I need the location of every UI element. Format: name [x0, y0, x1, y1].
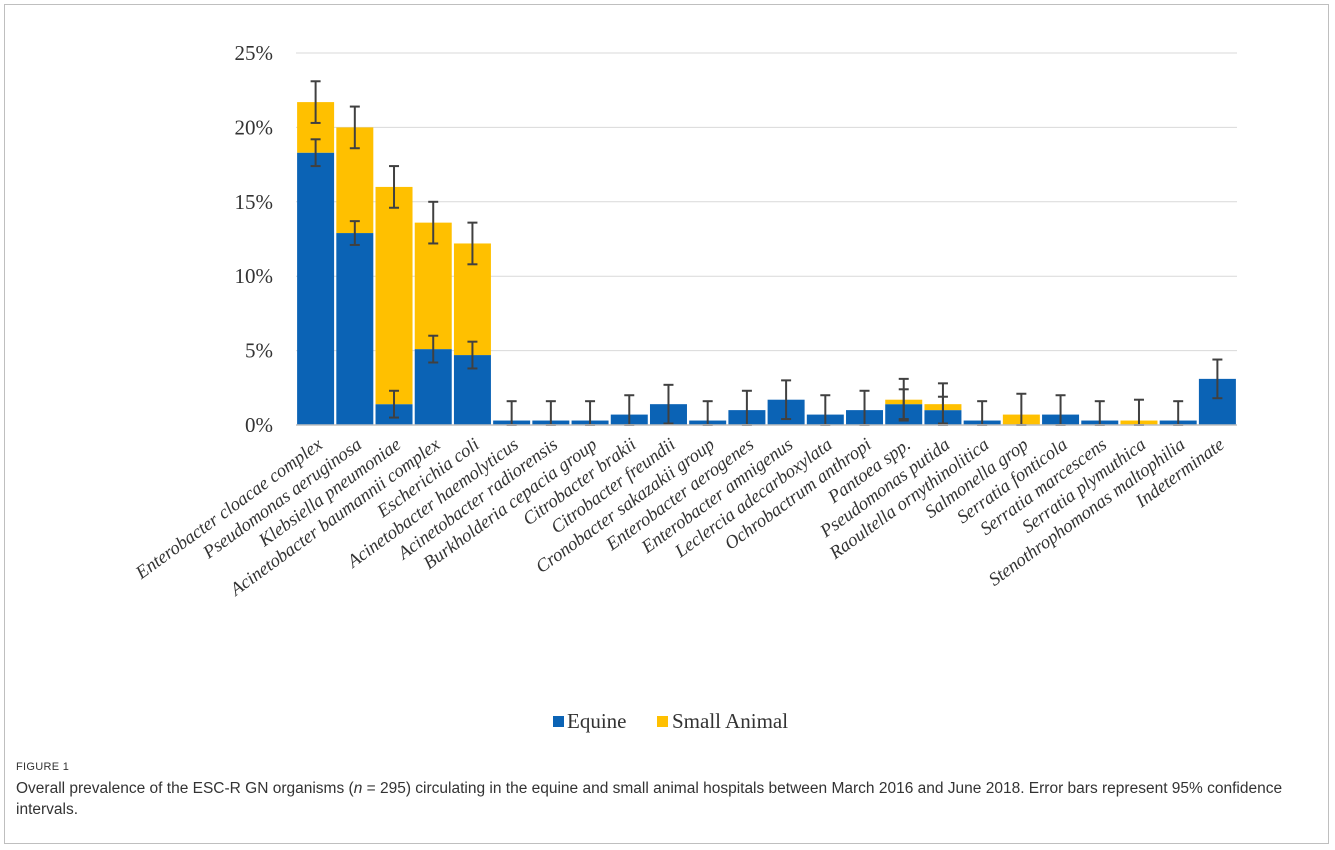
- caption-text-2: = 295) circulating in the equine and sma…: [16, 780, 1283, 818]
- error-bar-small-animal-acinetobacter-baumannii-complex: [428, 200, 439, 245]
- error-bar-small-animal-pantoea-spp: [898, 377, 909, 422]
- y-axis-ticks: 0% 5% 10% 15% 20% 25%: [235, 41, 274, 437]
- gridlines: [296, 52, 1237, 352]
- figure-label: FIGURE 1: [16, 761, 70, 773]
- legend-label-equine: Equine: [567, 709, 626, 733]
- error-bar-equine-citrobacter-freundii: [663, 383, 674, 425]
- error-bar-small-animal-pseudomonas-aeruginosa: [349, 105, 360, 150]
- y-tick-label: 20%: [235, 115, 274, 139]
- error-bar-equine-pseudomonas-aeruginosa: [349, 220, 360, 246]
- figure-caption: Overall prevalence of the ESC-R GN organ…: [16, 778, 1306, 820]
- error-bar-equine-enterobacter-amnigenus: [781, 379, 792, 421]
- legend-label-small-animal: Small Animal: [672, 709, 788, 733]
- error-bar-small-animal-klebsiella-pneumoniae: [389, 165, 400, 209]
- error-bar-small-animal-escherichia-coli: [467, 221, 478, 266]
- bars: [297, 102, 1236, 426]
- caption-text-1: Overall prevalence of the ESC-R GN organ…: [16, 780, 354, 797]
- stacked-bar-chart: 0% 5% 10% 15% 20% 25% Enterobacter cloacae co…: [132, 41, 1237, 733]
- legend-swatch-small-animal: [657, 716, 668, 727]
- error-bar-equine-escherichia-coli: [467, 340, 478, 370]
- legend-swatch-equine: [553, 716, 564, 727]
- bar-equine-pseudomonas-aeruginosa: [336, 233, 374, 425]
- bar-small-animal-klebsiella-pneumoniae: [375, 186, 413, 405]
- bar-equine-enterobacter-cloacae-complex: [297, 152, 335, 426]
- y-tick-label: 5%: [245, 339, 273, 363]
- caption-n-symbol: n: [353, 780, 363, 797]
- error-bar-equine-acinetobacter-baumannii-complex: [428, 334, 439, 364]
- y-tick-label: 25%: [235, 41, 274, 65]
- error-bar-equine-indeterminate: [1212, 358, 1223, 400]
- error-bar-equine-enterobacter-cloacae-complex: [310, 138, 321, 168]
- error-bar-small-animal-enterobacter-cloacae-complex: [310, 80, 321, 124]
- y-tick-label: 10%: [235, 264, 274, 288]
- y-tick-label: 15%: [235, 190, 274, 214]
- legend: Equine Small Animal: [553, 709, 788, 733]
- x-axis-ticks: Enterobacter cloacae complexPseudomonas …: [132, 434, 1229, 601]
- y-tick-label: 0%: [245, 413, 273, 437]
- error-bar-equine-klebsiella-pneumoniae: [389, 389, 400, 419]
